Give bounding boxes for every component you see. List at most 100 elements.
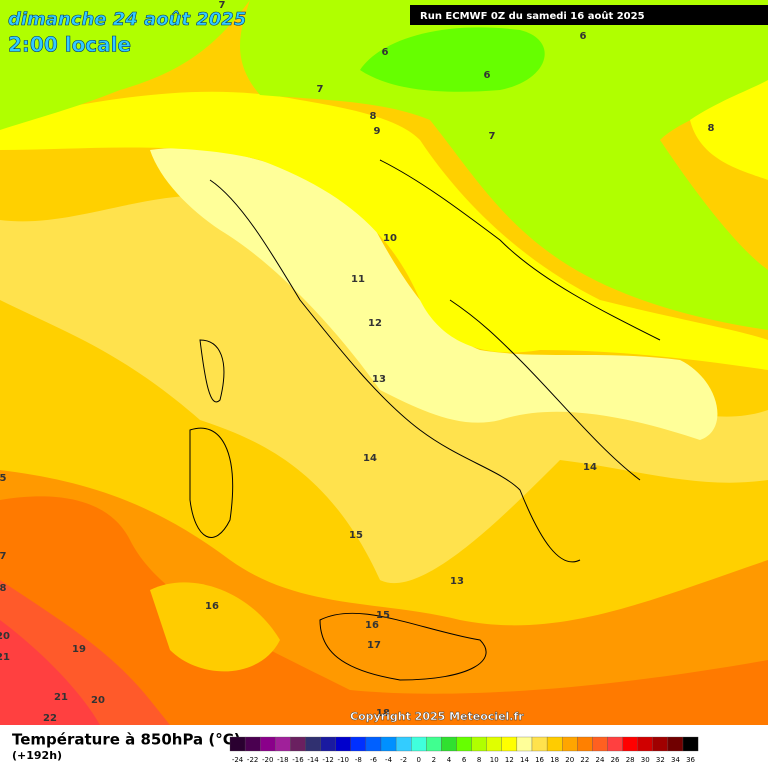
colorbar-swatch bbox=[275, 736, 291, 752]
colorbar-label: 20 bbox=[565, 756, 574, 764]
colorbar-swatch bbox=[350, 736, 367, 752]
contour-label: 16 bbox=[205, 601, 219, 612]
colorbar-swatch bbox=[441, 736, 457, 752]
footer-subtitle: (+192h) bbox=[12, 749, 62, 762]
colorbar-swatch bbox=[411, 736, 427, 752]
contour-label: 20 bbox=[91, 695, 105, 706]
contour-label: 7 bbox=[0, 551, 7, 562]
contour-label: 11 bbox=[351, 274, 365, 285]
colorbar-label: -22 bbox=[247, 756, 258, 764]
colorbar-swatch bbox=[244, 736, 261, 752]
colorbar-label: 36 bbox=[686, 756, 695, 764]
colorbar-swatch bbox=[335, 736, 351, 752]
colorbar-swatch bbox=[426, 736, 442, 752]
contour-label: 7 bbox=[317, 84, 324, 95]
contour-label: 20 bbox=[0, 631, 10, 642]
colorbar-label: -2 bbox=[400, 756, 407, 764]
contour-label: 15 bbox=[376, 610, 390, 621]
colorbar-swatch bbox=[365, 736, 382, 752]
contour-label: 9 bbox=[374, 126, 381, 137]
temperature-field bbox=[0, 0, 768, 725]
colorbar-label: 32 bbox=[656, 756, 665, 764]
colorbar-swatch bbox=[682, 736, 699, 752]
contour-label: 19 bbox=[72, 644, 86, 655]
colorbar-label: 18 bbox=[550, 756, 559, 764]
colorbar-label: -8 bbox=[355, 756, 362, 764]
colorbar-label: 22 bbox=[580, 756, 589, 764]
colorbar-swatch bbox=[290, 736, 306, 752]
run-info: Run ECMWF 0Z du samedi 16 août 2025 bbox=[420, 10, 645, 22]
colorbar-swatch bbox=[607, 736, 623, 752]
colorbar-label: 6 bbox=[462, 756, 467, 764]
colorbar-swatch bbox=[637, 736, 653, 752]
run-bar bbox=[410, 5, 768, 25]
colorbar-label: 34 bbox=[671, 756, 680, 764]
colorbar-label: 24 bbox=[595, 756, 604, 764]
colorbar-swatch bbox=[577, 736, 593, 752]
contour-label: 8 bbox=[370, 111, 377, 122]
colorbar-label: 0 bbox=[417, 756, 421, 764]
colorbar-swatch bbox=[486, 736, 502, 752]
contour-label: 21 bbox=[0, 652, 10, 663]
colorbar-label: -10 bbox=[338, 756, 349, 764]
colorbar-swatch bbox=[531, 736, 548, 752]
colorbar-label: -14 bbox=[307, 756, 319, 764]
colorbar-label: 26 bbox=[611, 756, 620, 764]
colorbar-swatch bbox=[380, 736, 397, 752]
colorbar-swatch bbox=[320, 736, 336, 752]
contour-label: 13 bbox=[450, 576, 464, 587]
contour-label: 5 bbox=[0, 473, 7, 484]
colorbar-label: -6 bbox=[370, 756, 378, 764]
colorbar-swatch bbox=[305, 736, 321, 752]
colorbar-label: -18 bbox=[277, 756, 288, 764]
colorbar-label: 12 bbox=[505, 756, 514, 764]
colorbar-swatch bbox=[592, 736, 608, 752]
colorbar-label: -20 bbox=[262, 756, 273, 764]
colorbar-swatch bbox=[516, 736, 533, 752]
contour-label: 17 bbox=[367, 640, 381, 651]
colorbar-swatch bbox=[501, 736, 518, 752]
colorbar-label: 4 bbox=[447, 756, 452, 764]
colorbar-swatch bbox=[260, 736, 276, 752]
colorbar-swatch bbox=[229, 736, 246, 752]
contour-label: 6 bbox=[382, 47, 389, 58]
copyright: Copyright 2025 Meteociel.fr bbox=[350, 710, 524, 723]
contour-label: 13 bbox=[372, 374, 386, 385]
colorbar-label: -12 bbox=[322, 756, 333, 764]
colorbar-swatch bbox=[471, 736, 487, 752]
contour-label: 14 bbox=[583, 462, 597, 473]
footer-title: Température à 850hPa (°C) bbox=[12, 731, 241, 749]
contour-label: 10 bbox=[383, 233, 397, 244]
colorbar-swatch bbox=[456, 736, 472, 752]
colorbar-label: 14 bbox=[520, 756, 529, 764]
contour-label: 6 bbox=[484, 70, 491, 81]
colorbar-swatch bbox=[395, 736, 412, 752]
colorbar-label: 28 bbox=[626, 756, 635, 764]
contour-label: 6 bbox=[580, 31, 587, 42]
contour-label: 18 bbox=[376, 708, 390, 719]
contour-label: 12 bbox=[368, 318, 382, 329]
colorbar-swatch bbox=[622, 736, 638, 752]
colorbar-swatch bbox=[667, 736, 684, 752]
contour-label: 8 bbox=[0, 583, 7, 594]
colorbar-label: -4 bbox=[385, 756, 393, 764]
contour-label: 22 bbox=[43, 713, 57, 724]
colorbar-label: 16 bbox=[535, 756, 544, 764]
forecast-date: dimanche 24 août 2025 bbox=[8, 9, 246, 30]
contour-label: 7 bbox=[489, 131, 496, 142]
colorbar-swatch bbox=[546, 736, 563, 752]
coastlines bbox=[189, 159, 661, 681]
colorbar-label: 10 bbox=[490, 756, 499, 764]
contour-label: 15 bbox=[349, 530, 363, 541]
contour-label: 7 bbox=[219, 0, 226, 11]
contour-label: 14 bbox=[363, 453, 377, 464]
forecast-time: 2:00 locale bbox=[8, 33, 131, 57]
colorbar-label: 2 bbox=[432, 756, 436, 764]
contour-label: 16 bbox=[365, 620, 379, 631]
colorbar-swatch bbox=[652, 736, 669, 752]
colorbar-label: -24 bbox=[232, 756, 244, 764]
contour-label: 8 bbox=[708, 123, 715, 134]
colorbar-swatch bbox=[562, 736, 578, 752]
